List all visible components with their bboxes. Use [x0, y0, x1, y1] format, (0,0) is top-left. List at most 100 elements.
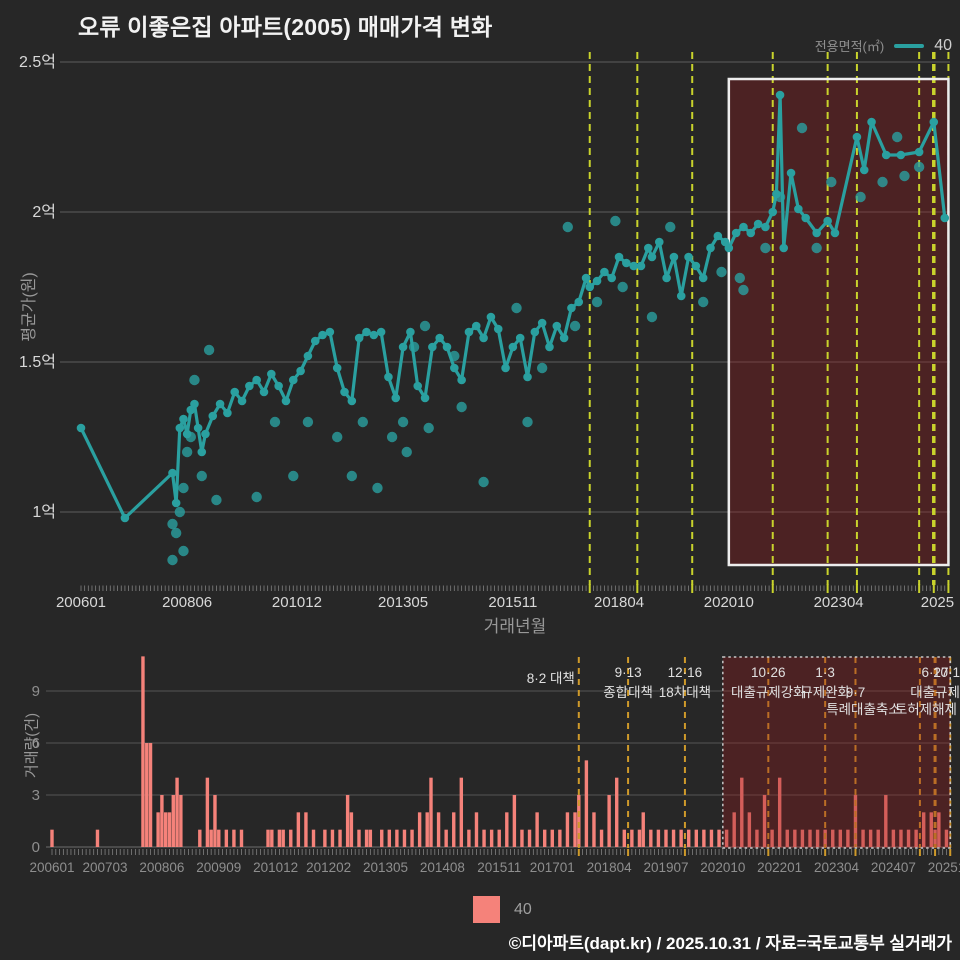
volume-bar[interactable]	[664, 829, 668, 847]
volume-bar[interactable]	[156, 812, 160, 847]
price-point[interactable]	[237, 396, 247, 406]
price-scatter-point[interactable]	[401, 446, 412, 458]
volume-bar[interactable]	[213, 795, 217, 847]
price-scatter-point[interactable]	[251, 491, 262, 503]
price-point[interactable]	[794, 204, 803, 214]
price-point[interactable]	[413, 381, 423, 391]
price-point[interactable]	[274, 381, 283, 391]
volume-bar[interactable]	[160, 795, 164, 847]
price-point[interactable]	[288, 375, 298, 385]
volume-bar[interactable]	[762, 795, 767, 847]
volume-bar[interactable]	[95, 829, 100, 847]
volume-bar[interactable]	[535, 812, 539, 847]
price-point[interactable]	[914, 147, 924, 157]
volume-bar[interactable]	[630, 829, 634, 847]
volume-bar[interactable]	[899, 829, 903, 847]
volume-legend[interactable]: 40	[473, 896, 532, 923]
price-scatter-point[interactable]	[734, 272, 745, 284]
price-point[interactable]	[698, 273, 708, 283]
volume-bar[interactable]	[296, 812, 301, 847]
price-point[interactable]	[574, 297, 584, 307]
price-scatter-point[interactable]	[562, 221, 573, 233]
volume-bar[interactable]	[467, 829, 471, 847]
volume-bar[interactable]	[410, 829, 414, 847]
volume-bar[interactable]	[558, 829, 562, 847]
price-point[interactable]	[208, 411, 218, 421]
price-point[interactable]	[347, 396, 357, 406]
price-point[interactable]	[281, 396, 291, 406]
price-point[interactable]	[193, 423, 203, 433]
price-scatter-point[interactable]	[178, 482, 189, 494]
price-point[interactable]	[706, 243, 715, 253]
price-point[interactable]	[607, 273, 616, 283]
price-point[interactable]	[859, 165, 869, 175]
volume-bar[interactable]	[380, 829, 384, 847]
volume-bar[interactable]	[694, 829, 698, 847]
price-point[interactable]	[252, 375, 261, 385]
price-point[interactable]	[486, 312, 496, 322]
volume-bar[interactable]	[785, 829, 789, 847]
price-scatter-point[interactable]	[716, 266, 727, 278]
volume-bar[interactable]	[364, 829, 369, 847]
volume-bar[interactable]	[687, 829, 691, 847]
price-scatter-point[interactable]	[569, 320, 581, 332]
volume-bar[interactable]	[543, 829, 547, 847]
price-point[interactable]	[501, 363, 510, 373]
price-scatter-point[interactable]	[617, 281, 628, 293]
price-scatter-point[interactable]	[178, 545, 189, 557]
price-scatter-point[interactable]	[211, 494, 222, 506]
price-point[interactable]	[376, 327, 386, 337]
price-point[interactable]	[303, 351, 313, 361]
price-point[interactable]	[530, 327, 540, 337]
price-scatter-point[interactable]	[357, 416, 369, 428]
price-point[interactable]	[435, 333, 444, 343]
price-scatter-point[interactable]	[203, 344, 215, 356]
volume-bar[interactable]	[232, 829, 236, 847]
price-point[interactable]	[724, 243, 734, 253]
price-point[interactable]	[786, 168, 796, 178]
price-point[interactable]	[245, 381, 254, 391]
price-point[interactable]	[647, 252, 657, 262]
volume-bar[interactable]	[861, 829, 865, 847]
price-point[interactable]	[629, 261, 638, 271]
volume-bar[interactable]	[417, 812, 422, 847]
price-point[interactable]	[310, 336, 320, 346]
volume-bar[interactable]	[922, 812, 926, 847]
price-point[interactable]	[450, 363, 459, 373]
price-scatter-point[interactable]	[170, 527, 182, 539]
volume-bar[interactable]	[266, 829, 270, 847]
price-point[interactable]	[852, 132, 862, 142]
price-point[interactable]	[508, 342, 518, 352]
volume-bar[interactable]	[148, 743, 153, 847]
price-scatter-point[interactable]	[610, 215, 621, 227]
volume-bar[interactable]	[838, 829, 843, 847]
price-point[interactable]	[713, 231, 723, 241]
price-scatter-point[interactable]	[665, 221, 676, 233]
price-scatter-point[interactable]	[738, 284, 749, 296]
price-scatter-point[interactable]	[372, 482, 383, 494]
volume-bar[interactable]	[345, 795, 350, 847]
volume-bar[interactable]	[304, 812, 308, 847]
price-scatter-point[interactable]	[899, 170, 910, 182]
volume-bar[interactable]	[425, 812, 429, 847]
price-point[interactable]	[168, 468, 177, 478]
price-point[interactable]	[457, 375, 466, 385]
price-scatter-point[interactable]	[419, 320, 431, 332]
price-scatter-point[interactable]	[423, 422, 434, 434]
volume-bar[interactable]	[239, 829, 244, 847]
volume-bar[interactable]	[505, 812, 509, 847]
volume-bar[interactable]	[584, 760, 589, 847]
volume-bar[interactable]	[497, 829, 501, 847]
price-point[interactable]	[823, 216, 832, 226]
price-scatter-point[interactable]	[913, 161, 925, 173]
price-point[interactable]	[325, 327, 335, 337]
price-point[interactable]	[622, 258, 631, 268]
volume-bar[interactable]	[565, 812, 570, 847]
price-scatter-point[interactable]	[189, 374, 200, 386]
price-point[interactable]	[654, 237, 664, 247]
volume-bar[interactable]	[717, 829, 721, 847]
volume-bar[interactable]	[179, 795, 183, 847]
price-point[interactable]	[190, 399, 199, 409]
volume-bar[interactable]	[357, 829, 361, 847]
